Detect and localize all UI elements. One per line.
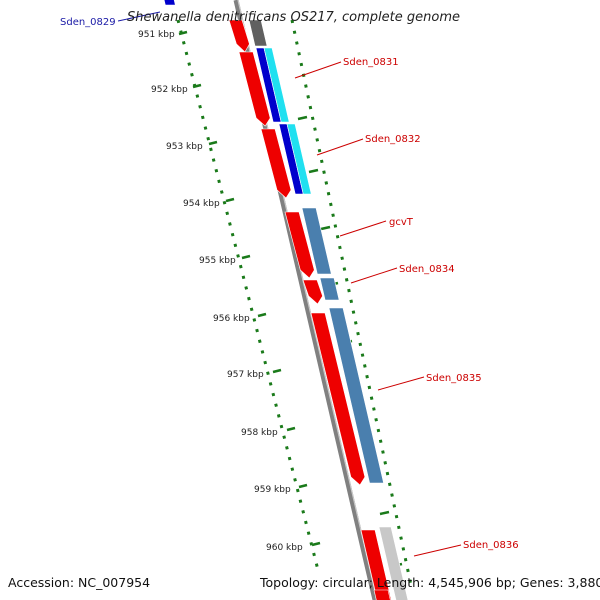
scale-tick-mark xyxy=(298,483,308,489)
scale-tick-label: 955 kbp xyxy=(199,256,236,266)
feature-steelblue xyxy=(328,307,384,484)
outer-tick-mark xyxy=(379,510,390,516)
scale-tick-label: 957 kbp xyxy=(227,370,264,380)
feature-lightgrey xyxy=(378,526,409,600)
cds-feature xyxy=(284,211,315,279)
outer-dotted-line xyxy=(290,19,414,591)
gene-label: gcvT xyxy=(389,217,414,228)
feature-blue xyxy=(163,0,176,6)
feature-steelblue xyxy=(301,207,332,275)
gene-label: Sden_0829 xyxy=(60,17,116,28)
scale-tick-mark xyxy=(225,197,235,203)
cds-feature xyxy=(260,128,292,199)
scale-tick-mark xyxy=(192,83,202,89)
gene-label-leader xyxy=(294,61,342,79)
cds-feature xyxy=(360,529,392,600)
cds-feature xyxy=(373,589,391,600)
scale-tick-mark xyxy=(272,368,282,374)
map-title: Shewanella denitrificans OS217, complete… xyxy=(127,10,460,25)
feature-steelblue xyxy=(319,277,340,301)
feature-cyan xyxy=(286,123,312,195)
feature-cyan xyxy=(263,47,290,123)
scale-dotted-line xyxy=(176,19,320,571)
gene-label: Sden_0836 xyxy=(463,540,519,551)
scale-tick-mark xyxy=(257,312,267,318)
gene-label: Sden_0831 xyxy=(343,57,399,68)
scale-tick-label: 960 kbp xyxy=(266,543,303,553)
gene-label: Sden_0834 xyxy=(399,264,455,275)
scale-tick-label: 956 kbp xyxy=(213,314,250,324)
gene-label-leader xyxy=(350,267,398,284)
scale-tick-mark xyxy=(286,426,296,432)
scale-tick-label: 953 kbp xyxy=(166,142,203,152)
gene-label: Sden_0835 xyxy=(426,373,482,384)
scale-tick-mark xyxy=(178,30,188,36)
gene-label: Sden_0832 xyxy=(365,134,421,145)
scale-tick-label: 951 kbp xyxy=(138,30,175,40)
scale-tick-label: 954 kbp xyxy=(183,199,220,209)
scale-tick-label: 958 kbp xyxy=(241,428,278,438)
genome-summary-text: Topology: circular; Length: 4,545,906 bp… xyxy=(260,575,600,590)
cds-feature xyxy=(310,312,366,486)
gene-label-leader xyxy=(117,11,161,22)
accession-text: Accession: NC_007954 xyxy=(8,575,151,590)
scale-tick-mark xyxy=(311,541,321,547)
scale-tick-label: 952 kbp xyxy=(151,85,188,95)
gene-label-leader xyxy=(413,544,462,557)
scale-tick-mark xyxy=(208,140,218,146)
scale-tick-label: 959 kbp xyxy=(254,485,291,495)
outer-tick-mark xyxy=(320,225,331,231)
cds-feature xyxy=(228,19,250,53)
gene-label-leader xyxy=(339,220,387,237)
gene-label-leader xyxy=(377,376,425,391)
scale-tick-mark xyxy=(241,254,251,260)
outer-tick-mark xyxy=(308,168,319,174)
cds-feature xyxy=(238,51,271,127)
cds-feature xyxy=(302,279,323,305)
gene-label-leader xyxy=(316,138,364,156)
feature-grey xyxy=(248,19,268,47)
outer-tick-mark xyxy=(297,115,308,121)
